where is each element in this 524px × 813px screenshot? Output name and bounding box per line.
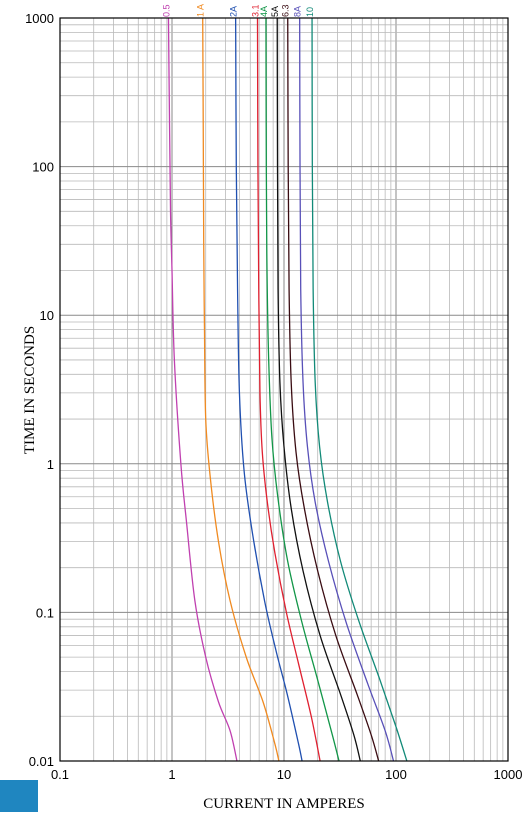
x-tick-labels: 0.1 1 10 100 1000 [51, 767, 523, 782]
y-tick-label: 100 [32, 160, 54, 175]
curve-5a [276, 17, 361, 762]
curve-label: 5A [270, 6, 280, 17]
curve-4a [265, 17, 340, 762]
curve-0-5 [167, 17, 238, 762]
curve-label: 6.3 [281, 4, 291, 17]
curve-label: 1 A [196, 4, 206, 17]
x-tick-label: 0.1 [51, 767, 69, 782]
curve-label: 4A [259, 6, 269, 17]
curve-label: 8A [293, 6, 303, 17]
y-tick-label: 0.01 [29, 754, 54, 769]
curve-3-1 [256, 17, 321, 762]
fuse-curves [167, 17, 408, 762]
y-axis-title: TIME IN SECONDS [22, 326, 38, 454]
curve-label: 10 [305, 7, 315, 17]
curve-labels: 0.5 1 A 2A 3.14A 5A 6.3 8A 10 [162, 4, 316, 17]
curve-8a [299, 17, 395, 762]
y-tick-label: 1 [47, 457, 54, 472]
x-tick-label: 1 [168, 767, 175, 782]
corner-accent-box [0, 780, 38, 812]
x-tick-label: 100 [385, 767, 407, 782]
curve-label: 3.1 [251, 4, 261, 17]
y-tick-labels: 0.01 0.1 1 10 100 1000 [25, 11, 54, 769]
curve-label: 2A [229, 6, 239, 17]
curve-2a [234, 17, 303, 762]
curve-label: 0.5 [162, 4, 172, 17]
y-tick-label: 0.1 [36, 605, 54, 620]
y-tick-label: 10 [40, 308, 54, 323]
x-tick-label: 1000 [494, 767, 523, 782]
curve-1-a [202, 17, 280, 762]
x-tick-label: 10 [277, 767, 291, 782]
grid-lines [60, 18, 508, 761]
x-axis-title: CURRENT IN AMPERES [203, 796, 364, 812]
y-tick-label: 1000 [25, 11, 54, 26]
plot-frame [59, 17, 509, 762]
curve-6-3 [287, 17, 380, 762]
curve-10 [311, 17, 408, 762]
